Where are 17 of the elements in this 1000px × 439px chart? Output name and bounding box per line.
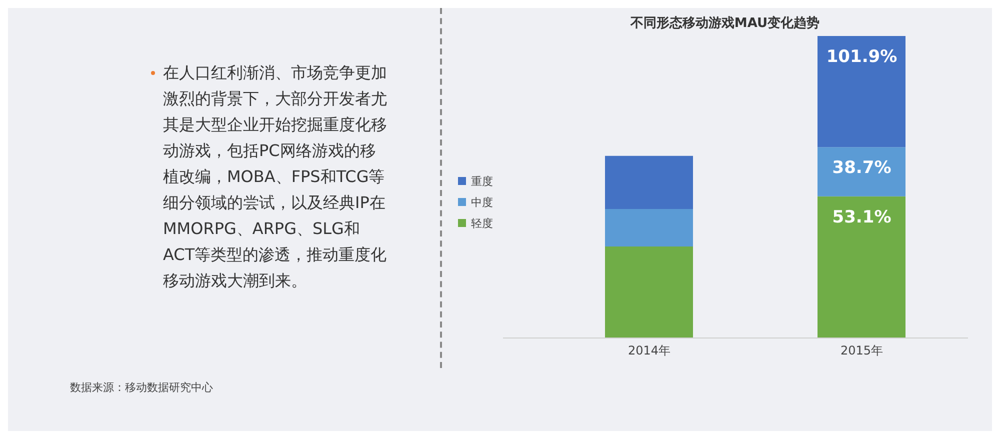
- annotation: 38.7%: [832, 158, 892, 178]
- legend-label: 轻度: [471, 216, 493, 230]
- annotation: 53.1%: [832, 207, 892, 228]
- annotation: 101.9%: [826, 47, 898, 67]
- text: 在人口红利渐消、市场竞争更加激烈的背景下，大部分开发者尤其是大型企业开始挖掘重度化移动游戏，包括PC网络游戏的移植改编，MOBA、FPS和TCG等细分领域的尝试，以及经典IP在MMORPG、ARPG、SLG和ACT等类型的渗透，推动重度化移动游戏大潮到来。: [163, 63, 387, 290]
- legend-label: 中度: [471, 194, 493, 210]
- chart-title: 不同形态移动游戏MAU变化趋势: [629, 14, 821, 32]
- x-tick-label: 2014年: [628, 344, 671, 358]
- source-note: 数据来源：移动数据研究中心: [70, 380, 213, 395]
- bar: [818, 196, 906, 338]
- bar: [605, 209, 693, 246]
- bar: [605, 156, 693, 210]
- bar: [605, 246, 693, 338]
- legend-label: 重度: [471, 174, 493, 188]
- x-tick-label: 2015年: [840, 344, 884, 358]
- bar: [818, 36, 906, 148]
- bar: [818, 147, 906, 196]
